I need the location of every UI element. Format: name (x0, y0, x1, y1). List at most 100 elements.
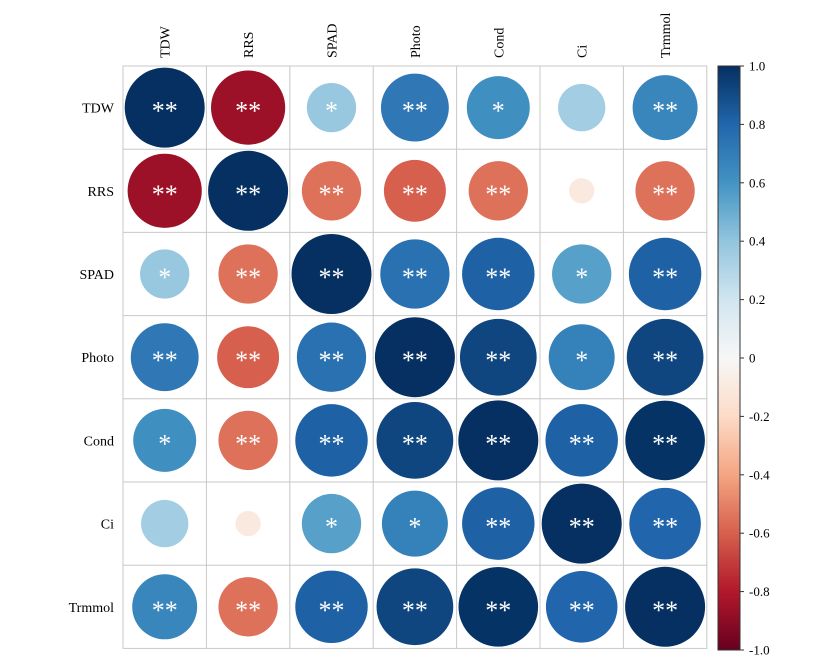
corr-circle-cond-cond (458, 400, 539, 481)
significance-mark: ** (235, 346, 261, 375)
corr-circle-cond-trmmol (625, 400, 705, 481)
corr-circle-ci-rrs (235, 510, 261, 537)
row-label-tdw: TDW (82, 102, 115, 117)
row-label-rrs: RRS (88, 185, 114, 200)
correlation-circles (124, 67, 706, 647)
corr-circle-trmmol-ci (545, 571, 618, 643)
significance-mark: * (408, 513, 421, 542)
row-label-photo: Photo (81, 351, 114, 366)
corr-circle-spad-trmmol (628, 237, 702, 311)
corr-circle-spad-ci (552, 244, 612, 304)
corr-circle-trmmol-spad (295, 570, 368, 644)
corr-circle-rrs-trmmol (635, 161, 695, 221)
corr-circle-trmmol-cond (458, 567, 539, 647)
colorbar-tick-label: 1.0 (749, 59, 765, 74)
significance-mark: ** (652, 429, 678, 458)
corr-circle-spad-spad (291, 234, 372, 314)
significance-mark: ** (319, 346, 345, 375)
significance-mark: ** (652, 97, 678, 126)
significance-mark: * (325, 97, 338, 126)
row-label-cond: Cond (84, 434, 114, 449)
significance-mark: ** (652, 263, 678, 292)
significance-mark: * (575, 263, 588, 292)
corr-circle-photo-trmmol (626, 318, 704, 396)
colorbar-tick-label: 0 (749, 351, 756, 366)
significance-mark: ** (235, 97, 261, 126)
significance-mark: ** (485, 346, 511, 375)
significance-mark: ** (485, 429, 511, 458)
colorbar: 1.0 0.8 0.6 0.4 0.2 0 -0.2 -0.4 -0.6 -0.8 -1.0 (717, 59, 770, 656)
corr-circle-ci-spad (301, 493, 362, 554)
corr-circle-rrs-cond (468, 161, 528, 221)
colorbar-tick-label: -1.0 (749, 643, 770, 656)
corr-circle-cond-tdw (133, 408, 197, 472)
corr-circle-photo-tdw (130, 323, 199, 392)
column-label-tdw: TDW (159, 25, 174, 58)
corr-circle-rrs-rrs (208, 150, 289, 231)
corr-circle-trmmol-trmmol (625, 566, 706, 647)
corr-circle-tdw-spad (306, 82, 357, 133)
corr-circle-cond-spad (295, 404, 368, 477)
corr-circle-ci-cond (462, 487, 535, 560)
significance-mark: ** (235, 180, 261, 209)
colorbar-tick-label: 0.8 (749, 117, 765, 132)
colorbar-tick-label: -0.2 (749, 409, 770, 424)
corr-circle-photo-photo (374, 317, 455, 398)
corr-circle-rrs-tdw (127, 153, 202, 228)
corr-circle-spad-tdw (140, 249, 190, 299)
corr-circle-photo-ci (548, 324, 615, 391)
significance-mark: ** (569, 596, 595, 625)
corr-circle-tdw-ci (558, 83, 606, 132)
significance-mark: ** (152, 596, 178, 625)
significance-mark: * (158, 263, 171, 292)
significance-mark: ** (402, 180, 428, 209)
significance-mark: ** (319, 596, 345, 625)
significance-mark: ** (152, 346, 178, 375)
colorbar-tick-label: -0.4 (749, 467, 770, 482)
column-label-trmmol: Trmmol (659, 12, 674, 58)
corr-circle-cond-photo (376, 402, 454, 479)
corr-circle-trmmol-tdw (132, 574, 198, 640)
colorbar-tick-label: 0.6 (749, 175, 766, 190)
column-label-ci: Ci (576, 45, 591, 58)
column-label-spad: SPAD (326, 23, 341, 58)
significance-mark: ** (402, 429, 428, 458)
row-label-spad: SPAD (79, 268, 114, 283)
significance-mark: ** (402, 263, 428, 292)
significance-mark: ** (235, 429, 261, 458)
corr-circle-tdw-trmmol (632, 75, 698, 141)
significance-mark: ** (569, 513, 595, 542)
colorbar-tick-label: 0.2 (749, 292, 765, 307)
corr-circle-spad-photo (380, 239, 450, 309)
significance-mark: ** (652, 596, 678, 625)
colorbar-bar (717, 65, 741, 651)
row-label-ci: Ci (101, 518, 114, 533)
significance-mark: * (575, 346, 588, 375)
significance-labels: ** ** * ** * **** ** ** ** ** *** ** ** ** ** * **** ** **… (152, 97, 678, 625)
significance-mark: ** (652, 180, 678, 209)
significance-mark: * (325, 513, 338, 542)
row-label-trmmol: Trmmol (69, 601, 115, 616)
significance-mark: ** (235, 596, 261, 625)
corr-circle-cond-ci (545, 404, 618, 477)
column-label-cond: Cond (492, 28, 507, 58)
significance-mark: ** (485, 513, 511, 542)
corr-circle-photo-rrs (217, 326, 280, 389)
corr-circle-ci-trmmol (629, 487, 701, 560)
corr-circle-tdw-photo (380, 73, 449, 142)
colorbar-tick-label: -0.6 (749, 526, 770, 541)
significance-mark: ** (152, 97, 178, 126)
column-label-rrs: RRS (242, 32, 257, 58)
column-label-photo: Photo (409, 25, 424, 58)
corr-circle-rrs-ci (569, 178, 595, 204)
significance-mark: ** (652, 346, 678, 375)
corr-circle-tdw-rrs (211, 70, 286, 145)
significance-mark: ** (402, 346, 428, 375)
corr-circle-trmmol-photo (376, 568, 454, 646)
corr-circle-tdw-tdw (124, 67, 205, 148)
significance-mark: ** (485, 263, 511, 292)
corr-circle-rrs-photo (383, 159, 446, 222)
significance-mark: ** (235, 263, 261, 292)
column-labels: TDW RRS SPAD Photo Cond Ci Trmmol (159, 12, 674, 58)
